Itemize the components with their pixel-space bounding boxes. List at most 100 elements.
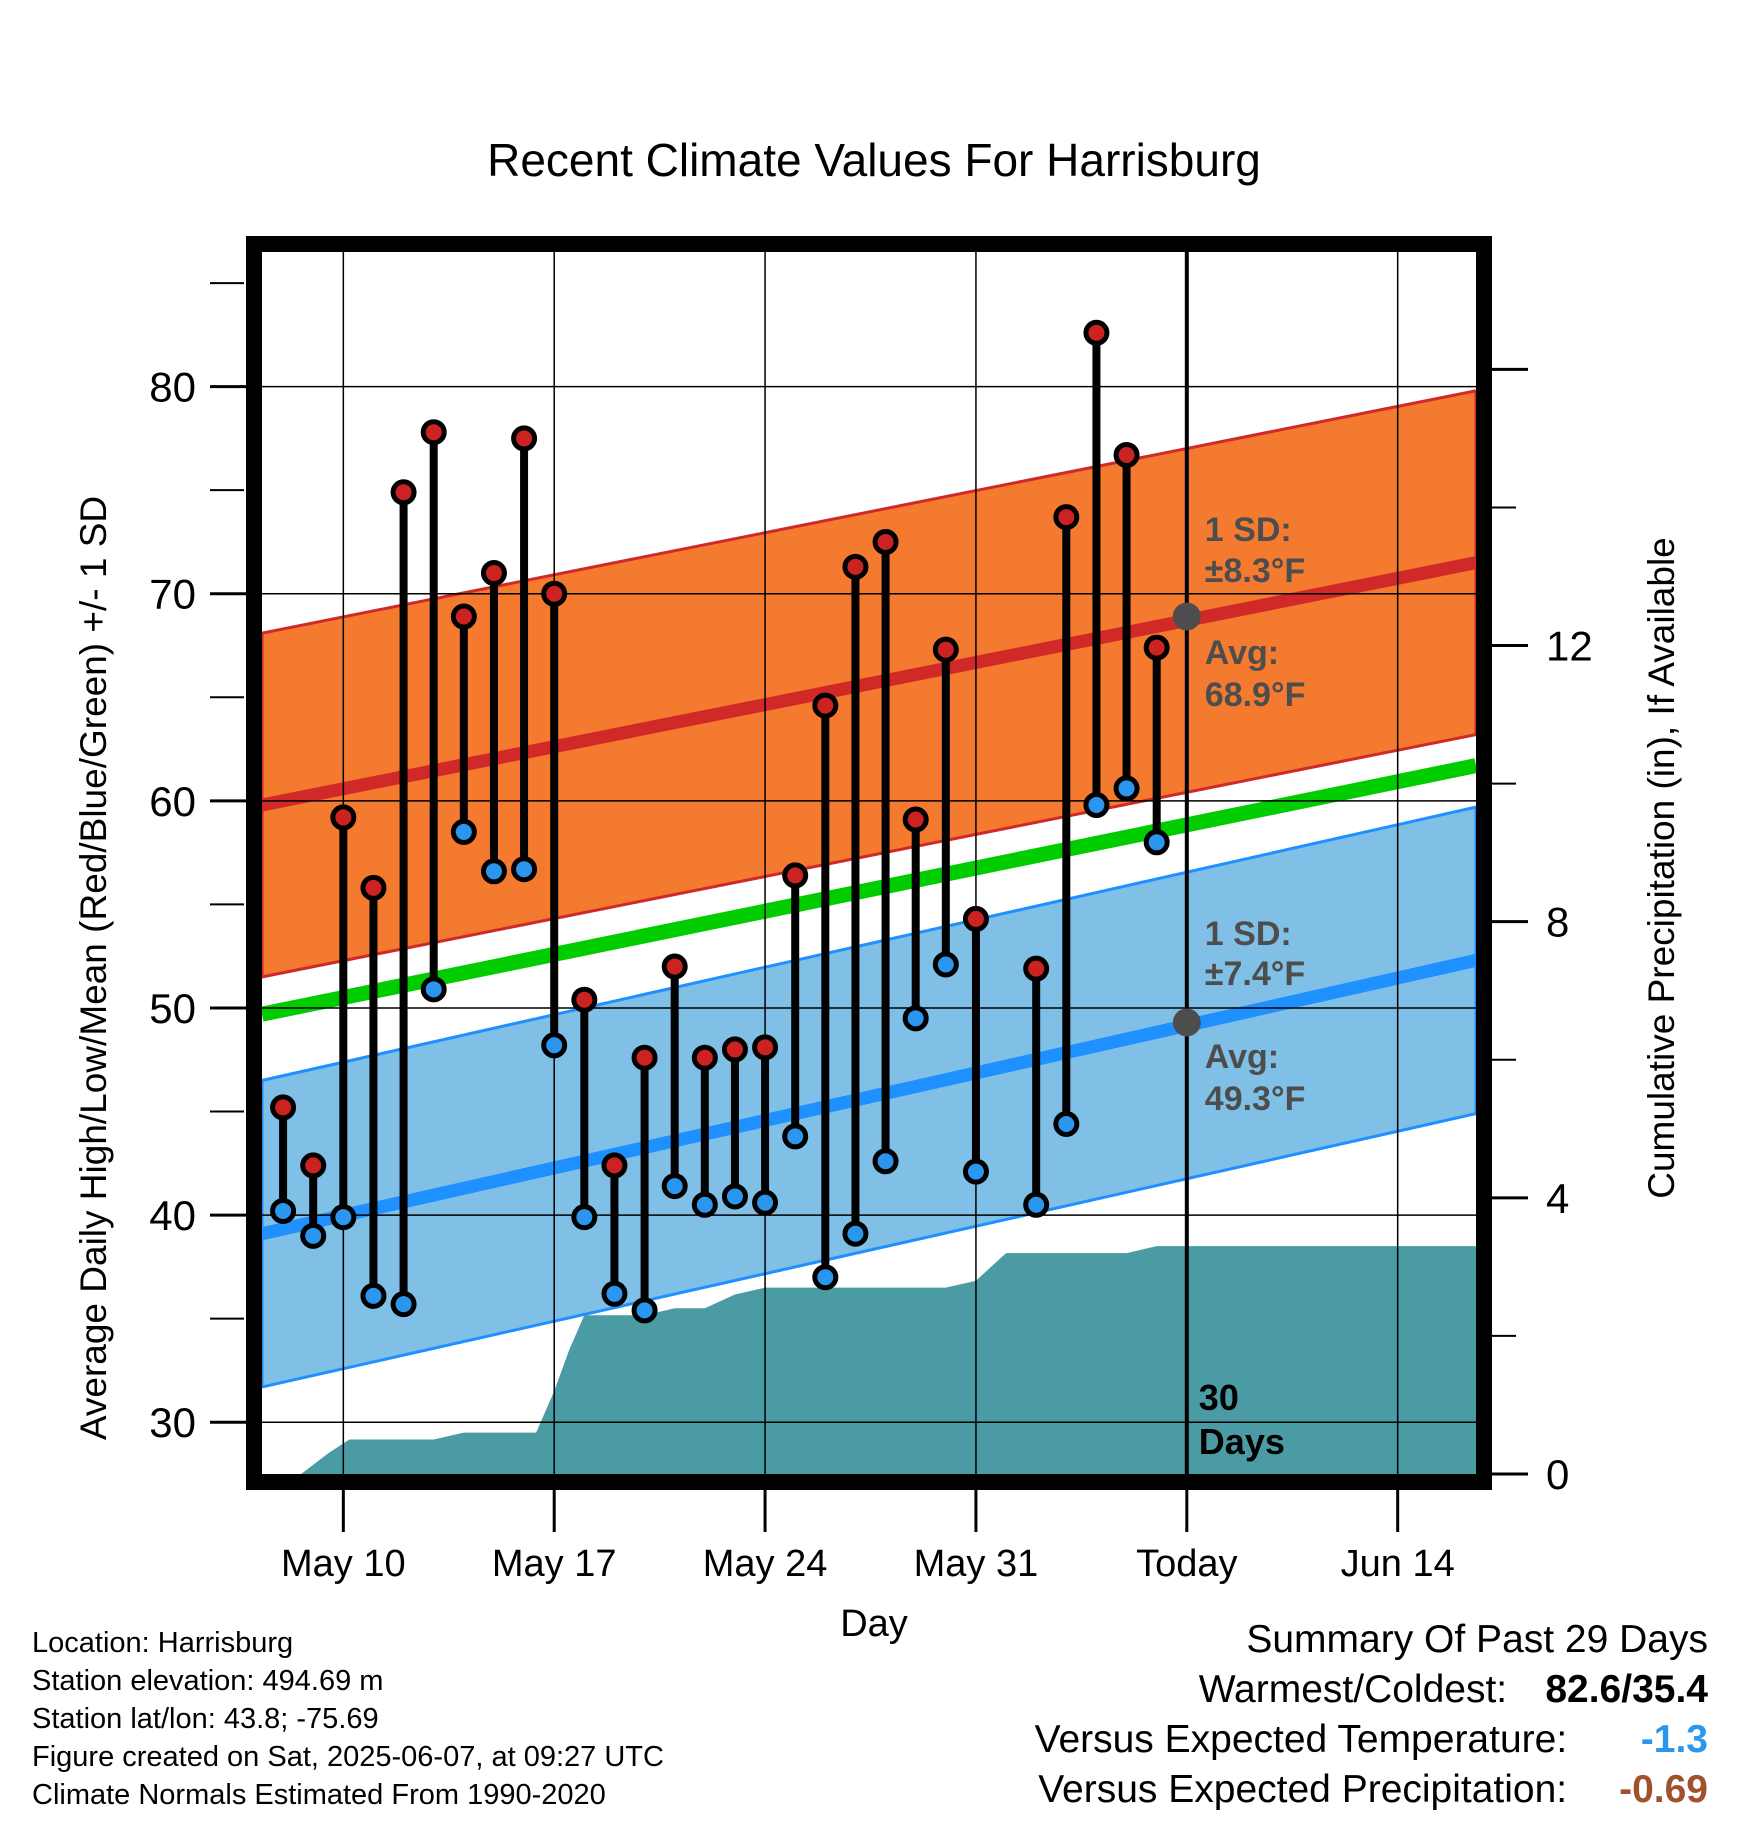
summary-precip-label: Versus Expected Precipitation: [1038,1768,1568,1811]
y-tick-label: 70 [149,571,196,618]
obs-low-point [661,1173,688,1200]
obs-high-point [300,1152,327,1179]
obs-high-point [872,528,899,555]
obs-low-point [450,818,477,845]
obs-high-point [480,560,507,587]
y-tick-label: 50 [149,985,196,1032]
obs-high-point [450,603,477,630]
obs-high-point [842,553,869,580]
summary-warmest-row: Warmest/Coldest: 82.6/35.4 [1199,1668,1708,1712]
obs-low-point [601,1280,628,1307]
obs-low-point [752,1189,779,1216]
low-avg-value: 49.3°F [1205,1080,1306,1118]
high-sd-label: 1 SD: [1205,511,1292,549]
obs-high-point [511,425,538,452]
summary-precip-row: Versus Expected Precipitation: -0.69 [1038,1768,1708,1812]
obs-high-point [1083,319,1110,346]
obs-low-point [782,1123,809,1150]
high-avg-value: 68.9°F [1205,676,1306,714]
obs-high-point [1053,504,1080,531]
high-avg-label: Avg: [1205,634,1279,672]
x-tick-label: May 17 [492,1543,617,1585]
obs-low-point [1143,829,1170,856]
x-axis-label: Day [840,1603,908,1645]
obs-low-point [1023,1191,1050,1218]
x-tick-label: Today [1136,1543,1237,1585]
low-sd-label: 1 SD: [1205,915,1292,953]
obs-high-point [1023,955,1050,982]
plot-inner [262,252,1476,1474]
obs-low-point [631,1297,658,1324]
obs-low-point [1083,792,1110,819]
y-tick-label: 40 [149,1192,196,1239]
obs-high-point [902,806,929,833]
info-normals: Climate Normals Estimated From 1990-2020 [32,1779,606,1811]
low-avg-marker [1172,1008,1201,1037]
today-days-label: 30 [1199,1377,1239,1418]
y2-tick-label: 0 [1546,1451,1569,1498]
y-tick-label: 60 [149,778,196,825]
y-axis-label: Average Daily High/Low/Mean (Red/Blue/Gr… [73,496,114,1440]
summary-temp-label: Versus Expected Temperature: [1034,1718,1568,1761]
info-elevation: Station elevation: 494.69 m [32,1665,384,1697]
y2-tick-label: 8 [1546,899,1569,946]
obs-high-point [631,1044,658,1071]
summary-warmest-value: 82.6/35.4 [1545,1668,1708,1711]
y-tick-label: 30 [149,1399,196,1446]
x-tick-label: May 10 [281,1543,406,1585]
summary-temp-value: -1.3 [1640,1718,1708,1761]
summary-warmest-label: Warmest/Coldest: [1198,1668,1508,1711]
summary-precip-value: -0.69 [1619,1768,1708,1811]
obs-low-point [571,1204,598,1231]
obs-low-point [1113,775,1140,802]
y-tick-label: 80 [149,364,196,411]
obs-high-point [812,692,839,719]
obs-high-point [420,419,447,446]
today-days-label: Days [1199,1421,1285,1462]
obs-high-point [390,479,417,506]
y2-axis-label: Cumulative Precipitation (in), If Availa… [1641,537,1682,1199]
plot-frame [246,236,1492,1490]
obs-high-point [571,986,598,1013]
x-tick-label: Jun 14 [1341,1543,1455,1585]
obs-high-point [1113,441,1140,468]
obs-low-point [842,1220,869,1247]
obs-high-point [601,1152,628,1179]
high-avg-marker [1172,602,1201,631]
obs-low-point [691,1191,718,1218]
x-tick-label: May 31 [914,1543,1039,1585]
obs-low-point [480,858,507,885]
summary-title: Summary Of Past 29 Days [1246,1618,1708,1661]
obs-low-point [330,1204,357,1231]
obs-low-point [721,1183,748,1210]
obs-high-point [721,1036,748,1063]
obs-low-point [511,856,538,883]
obs-low-point [962,1158,989,1185]
x-tick-label: May 24 [703,1543,828,1585]
obs-high-point [270,1094,297,1121]
obs-low-point [1053,1110,1080,1137]
obs-high-point [932,636,959,663]
normal-mean-line [262,758,1476,1022]
obs-high-point [330,804,357,831]
obs-low-point [390,1291,417,1318]
obs-low-point [420,976,447,1003]
obs-high-point [962,905,989,932]
info-created: Figure created on Sat, 2025-06-07, at 09… [32,1741,664,1773]
obs-high-point [1143,634,1170,661]
obs-low-point [812,1264,839,1291]
summary-temp-row: Versus Expected Temperature: -1.3 [1035,1718,1708,1762]
obs-low-point [932,951,959,978]
precip-area [262,1246,1476,1474]
info-latlon: Station lat/lon: 43.8; -75.69 [32,1703,379,1735]
low-avg-label: Avg: [1205,1038,1279,1076]
obs-high-point [691,1044,718,1071]
obs-low-point [541,1032,568,1059]
obs-low-point [300,1222,327,1249]
normal-low-line [262,954,1476,1241]
high-sd-value: ±8.3°F [1205,552,1305,590]
obs-high-point [752,1034,779,1061]
obs-low-point [360,1282,387,1309]
info-location: Location: Harrisburg [32,1627,294,1659]
